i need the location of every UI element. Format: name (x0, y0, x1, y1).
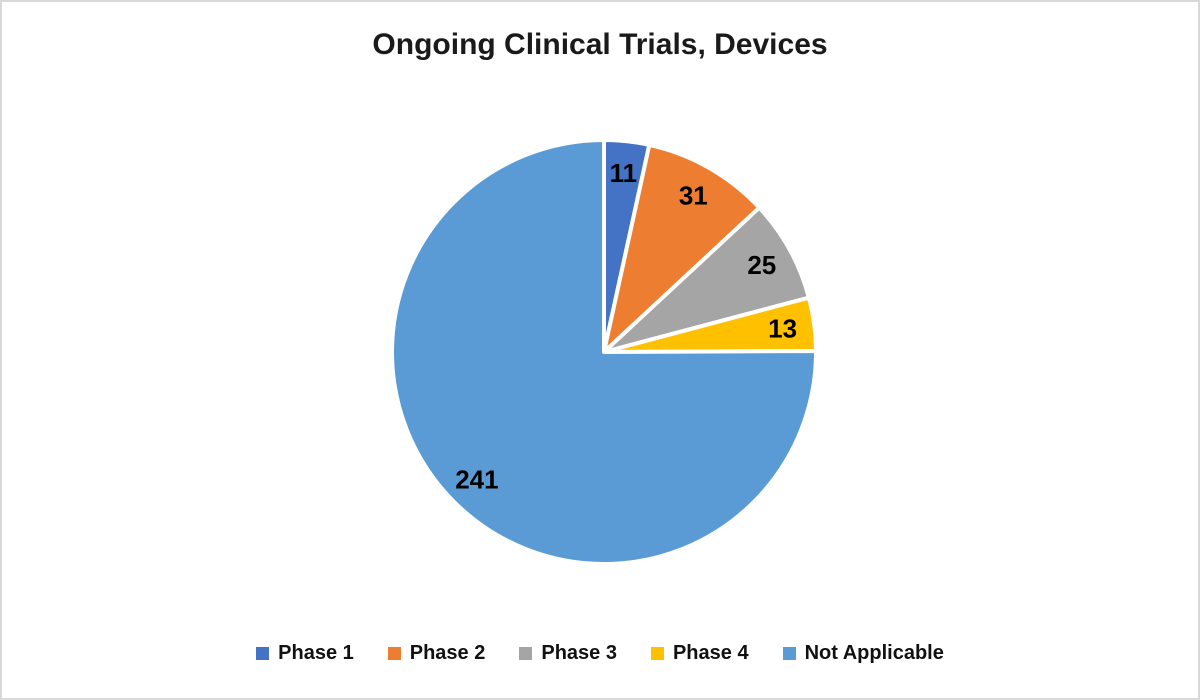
pie-slice-phase-2 (602, 142, 762, 354)
chart-title: Ongoing Clinical Trials, Devices (372, 28, 828, 61)
legend-item-phase-1: Phase 1 (256, 642, 354, 665)
legend-label: Phase 1 (278, 642, 354, 664)
legend-label: Phase 2 (409, 642, 486, 664)
data-label-phase-1: 11 (610, 158, 638, 188)
legend-marker-icon (256, 647, 270, 660)
data-label-phase-4: 13 (768, 313, 797, 343)
legend-marker-icon (519, 647, 533, 660)
pie-slice-not-applicable (390, 138, 819, 566)
legend-marker-icon (782, 647, 796, 660)
legend-marker-icon (650, 647, 664, 660)
legend-item-phase-2: Phase 2 (387, 642, 486, 665)
legend-label: Phase 4 (672, 642, 749, 664)
data-label-phase-3: 25 (747, 250, 776, 280)
data-label-not-applicable: 241 (455, 465, 498, 495)
pie-slice-phase-3 (602, 205, 811, 354)
legend-item-phase-4: Phase 4 (650, 642, 749, 665)
legend-label: Phase 3 (541, 642, 617, 664)
legend-marker-icon (387, 647, 401, 660)
legend: Phase 1 Phase 2 Phase 3 Phase 4 Not Applicab… (2, 642, 1198, 665)
legend-label: Not Applicable (804, 642, 944, 664)
legend-item-not-applicable: Not Applicable (782, 642, 944, 665)
legend-item-phase-3: Phase 3 (519, 642, 617, 665)
data-label-phase-2: 31 (679, 181, 708, 211)
